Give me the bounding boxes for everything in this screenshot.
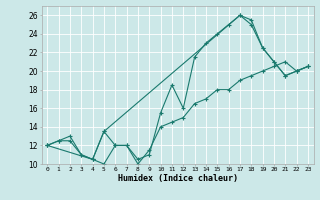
X-axis label: Humidex (Indice chaleur): Humidex (Indice chaleur) [118,174,237,183]
